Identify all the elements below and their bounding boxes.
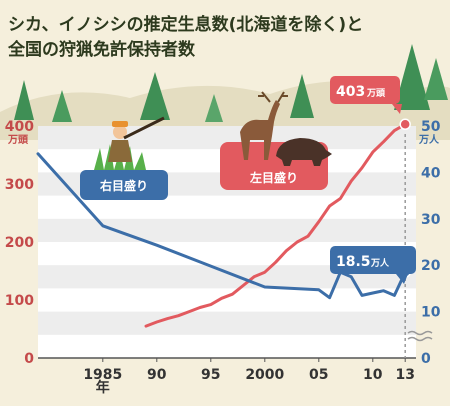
wildlife-callout-pointer [392, 104, 402, 114]
pine-tree-icon [394, 44, 430, 110]
left-tick-label: 400 [5, 119, 34, 135]
x-tick-label: 95 [201, 367, 220, 383]
grid-band [38, 218, 416, 242]
right-tick-label: 20 [421, 258, 441, 274]
right-axis-unit: 万人 [418, 133, 440, 146]
wildlife-callout-unit: 万頭 [366, 88, 386, 99]
x-tick-label: 13 [395, 367, 414, 383]
left-tick-label: 0 [24, 351, 34, 367]
title-line-2: 全国の狩猟免許保持者数 [7, 39, 196, 60]
hunter-icon [94, 116, 165, 170]
right-tick-label: 50 [421, 119, 441, 135]
hunters-callout-value: 18.5 [336, 254, 371, 270]
hunters-callout: 18.5 万人 [330, 246, 416, 284]
left-tick-label: 200 [5, 235, 34, 251]
axis-break-mark [407, 330, 433, 342]
pine-tree-icon [205, 94, 223, 122]
x-tick-label: 90 [147, 367, 167, 383]
illustrations: 右目盛り 左目盛り [80, 91, 332, 200]
right-tick-label: 40 [421, 165, 441, 181]
title-line-1: シカ、イノシシの推定生息数(北海道を除く)と [8, 14, 363, 35]
hunters-badge [80, 170, 168, 200]
hunters-callout-box [330, 246, 416, 274]
hunters-callout-pointer [396, 274, 408, 284]
wildlife-badge-label: 左目盛り [249, 170, 298, 185]
x-tick-label: 2000 [245, 367, 284, 383]
left-tick-label: 300 [5, 177, 34, 193]
x-tick-label: 1985 [83, 367, 122, 383]
right-tick-label: 30 [421, 212, 441, 228]
pine-tree-icon [290, 74, 314, 118]
hunters-badge-label: 右目盛り [99, 178, 148, 193]
year-suffix-label: 年 [96, 379, 110, 396]
wildlife-latest-point [399, 118, 411, 131]
pine-tree-icon [52, 90, 72, 122]
pine-tree-icon [140, 72, 170, 120]
wildlife-callout: 403 万頭 [330, 76, 402, 114]
left-tick-label: 100 [5, 293, 34, 309]
wildlife-callout-value: 403 [336, 84, 365, 100]
wildlife-series-line [144, 122, 407, 328]
right-tick-label: 10 [421, 305, 441, 321]
boar-icon [276, 138, 332, 166]
x-tick-label: 05 [309, 367, 328, 383]
pine-tree-icon [14, 80, 34, 120]
hunters-callout-unit: 万人 [370, 257, 390, 269]
hunters-series-line [36, 152, 407, 300]
left-axis-unit: 万頭 [7, 134, 29, 146]
right-tick-label: 0 [421, 351, 431, 367]
x-tick-label: 10 [363, 367, 383, 383]
chart-title: シカ、イノシシの推定生息数(北海道を除く)と 全国の狩猟免許保持者数 [7, 14, 363, 60]
pine-tree-icon [424, 58, 448, 100]
wildlife-callout-box [330, 76, 400, 104]
grid-band [38, 311, 416, 335]
deer-icon [240, 91, 288, 160]
grid-band [38, 265, 416, 289]
pine-trees [14, 44, 448, 122]
